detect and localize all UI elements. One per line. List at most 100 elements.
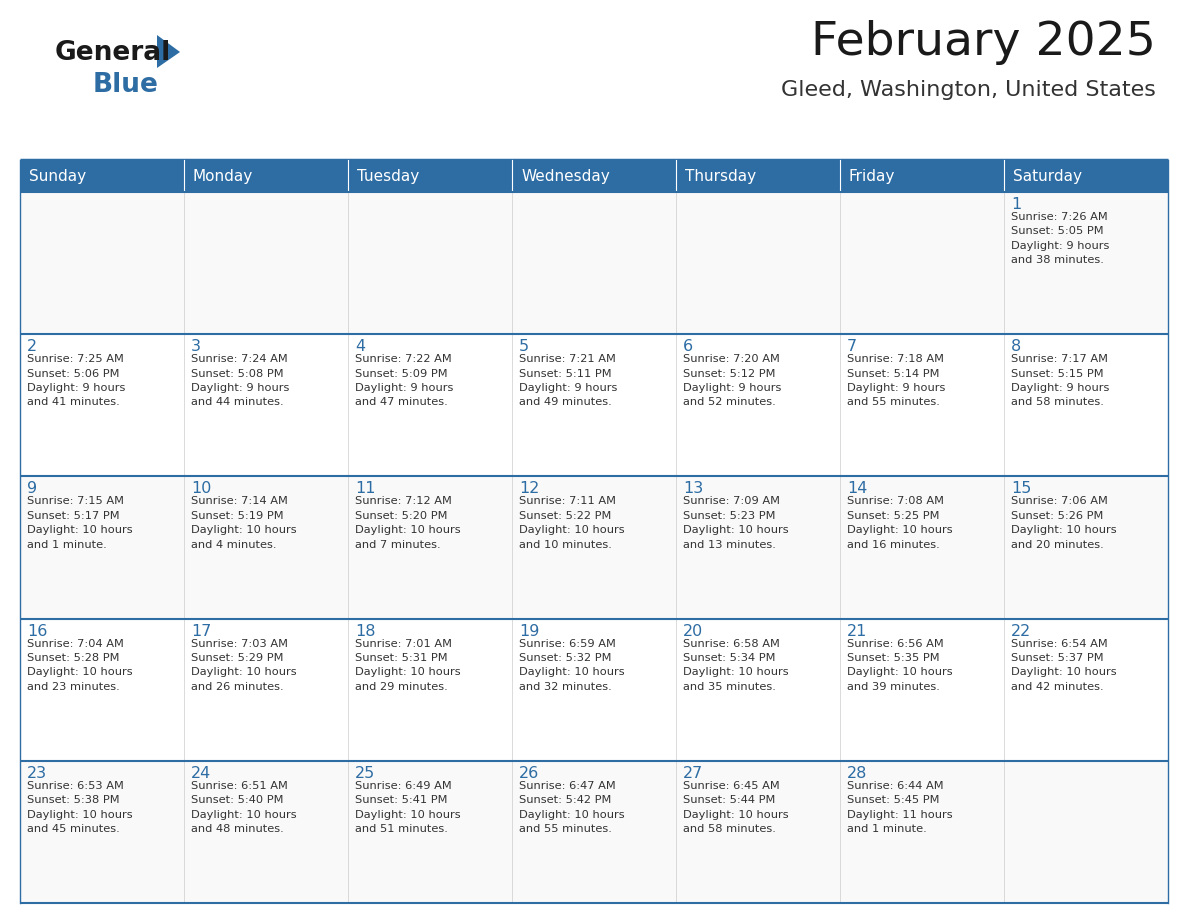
Text: 1: 1 — [1011, 197, 1022, 212]
Bar — [20, 476, 184, 619]
Bar — [840, 476, 1004, 619]
Text: 27: 27 — [683, 766, 703, 781]
Text: Sunday: Sunday — [29, 169, 86, 184]
Text: Sunrise: 6:47 AM
Sunset: 5:42 PM
Daylight: 10 hours
and 55 minutes.: Sunrise: 6:47 AM Sunset: 5:42 PM Dayligh… — [519, 781, 625, 834]
Bar — [676, 619, 840, 761]
Text: Sunrise: 7:22 AM
Sunset: 5:09 PM
Daylight: 9 hours
and 47 minutes.: Sunrise: 7:22 AM Sunset: 5:09 PM Dayligh… — [355, 354, 454, 408]
Text: Sunrise: 7:12 AM
Sunset: 5:20 PM
Daylight: 10 hours
and 7 minutes.: Sunrise: 7:12 AM Sunset: 5:20 PM Dayligh… — [355, 497, 461, 550]
Bar — [1004, 476, 1168, 619]
Text: 11: 11 — [355, 481, 375, 497]
Bar — [1004, 619, 1168, 761]
Bar — [348, 192, 512, 334]
Bar — [676, 476, 840, 619]
Text: Sunrise: 7:17 AM
Sunset: 5:15 PM
Daylight: 9 hours
and 58 minutes.: Sunrise: 7:17 AM Sunset: 5:15 PM Dayligh… — [1011, 354, 1110, 408]
Bar — [512, 761, 676, 903]
Text: 4: 4 — [355, 339, 365, 354]
Bar — [348, 476, 512, 619]
Text: 17: 17 — [191, 623, 211, 639]
Bar — [1004, 160, 1168, 192]
Bar — [512, 334, 676, 476]
Bar — [840, 619, 1004, 761]
Text: Sunrise: 6:58 AM
Sunset: 5:34 PM
Daylight: 10 hours
and 35 minutes.: Sunrise: 6:58 AM Sunset: 5:34 PM Dayligh… — [683, 639, 789, 692]
Text: 8: 8 — [1011, 339, 1022, 354]
Text: 5: 5 — [519, 339, 529, 354]
Text: General: General — [55, 40, 171, 66]
Text: Monday: Monday — [192, 169, 253, 184]
Text: Tuesday: Tuesday — [358, 169, 419, 184]
Bar — [184, 192, 348, 334]
Bar — [20, 619, 184, 761]
Bar — [20, 761, 184, 903]
Bar — [348, 761, 512, 903]
Text: 12: 12 — [519, 481, 539, 497]
Text: Sunrise: 6:51 AM
Sunset: 5:40 PM
Daylight: 10 hours
and 48 minutes.: Sunrise: 6:51 AM Sunset: 5:40 PM Dayligh… — [191, 781, 297, 834]
Text: 28: 28 — [847, 766, 867, 781]
Bar — [840, 334, 1004, 476]
Text: 23: 23 — [27, 766, 48, 781]
Bar — [676, 334, 840, 476]
Text: 19: 19 — [519, 623, 539, 639]
Text: 21: 21 — [847, 623, 867, 639]
Text: Sunrise: 6:59 AM
Sunset: 5:32 PM
Daylight: 10 hours
and 32 minutes.: Sunrise: 6:59 AM Sunset: 5:32 PM Dayligh… — [519, 639, 625, 692]
Text: 24: 24 — [191, 766, 211, 781]
Bar — [184, 334, 348, 476]
Text: Sunrise: 6:49 AM
Sunset: 5:41 PM
Daylight: 10 hours
and 51 minutes.: Sunrise: 6:49 AM Sunset: 5:41 PM Dayligh… — [355, 781, 461, 834]
Bar — [348, 160, 512, 192]
Text: Sunrise: 6:44 AM
Sunset: 5:45 PM
Daylight: 11 hours
and 1 minute.: Sunrise: 6:44 AM Sunset: 5:45 PM Dayligh… — [847, 781, 953, 834]
Polygon shape — [157, 35, 181, 68]
Text: Sunrise: 7:20 AM
Sunset: 5:12 PM
Daylight: 9 hours
and 52 minutes.: Sunrise: 7:20 AM Sunset: 5:12 PM Dayligh… — [683, 354, 782, 408]
Text: 2: 2 — [27, 339, 37, 354]
Bar — [512, 619, 676, 761]
Text: 25: 25 — [355, 766, 375, 781]
Text: Sunrise: 7:26 AM
Sunset: 5:05 PM
Daylight: 9 hours
and 38 minutes.: Sunrise: 7:26 AM Sunset: 5:05 PM Dayligh… — [1011, 212, 1110, 265]
Bar — [348, 334, 512, 476]
Text: Sunrise: 6:53 AM
Sunset: 5:38 PM
Daylight: 10 hours
and 45 minutes.: Sunrise: 6:53 AM Sunset: 5:38 PM Dayligh… — [27, 781, 133, 834]
Text: Sunrise: 7:14 AM
Sunset: 5:19 PM
Daylight: 10 hours
and 4 minutes.: Sunrise: 7:14 AM Sunset: 5:19 PM Dayligh… — [191, 497, 297, 550]
Text: 26: 26 — [519, 766, 539, 781]
Text: Sunrise: 7:06 AM
Sunset: 5:26 PM
Daylight: 10 hours
and 20 minutes.: Sunrise: 7:06 AM Sunset: 5:26 PM Dayligh… — [1011, 497, 1117, 550]
Bar — [512, 476, 676, 619]
Text: 18: 18 — [355, 623, 375, 639]
Bar — [1004, 192, 1168, 334]
Bar — [184, 476, 348, 619]
Text: 7: 7 — [847, 339, 857, 354]
Text: Sunrise: 6:54 AM
Sunset: 5:37 PM
Daylight: 10 hours
and 42 minutes.: Sunrise: 6:54 AM Sunset: 5:37 PM Dayligh… — [1011, 639, 1117, 692]
Bar — [840, 160, 1004, 192]
Text: 13: 13 — [683, 481, 703, 497]
Text: 22: 22 — [1011, 623, 1031, 639]
Text: Sunrise: 7:08 AM
Sunset: 5:25 PM
Daylight: 10 hours
and 16 minutes.: Sunrise: 7:08 AM Sunset: 5:25 PM Dayligh… — [847, 497, 953, 550]
Text: 16: 16 — [27, 623, 48, 639]
Text: Friday: Friday — [849, 169, 896, 184]
Text: Sunrise: 7:04 AM
Sunset: 5:28 PM
Daylight: 10 hours
and 23 minutes.: Sunrise: 7:04 AM Sunset: 5:28 PM Dayligh… — [27, 639, 133, 692]
Text: 10: 10 — [191, 481, 211, 497]
Text: Sunrise: 7:18 AM
Sunset: 5:14 PM
Daylight: 9 hours
and 55 minutes.: Sunrise: 7:18 AM Sunset: 5:14 PM Dayligh… — [847, 354, 946, 408]
Bar — [840, 761, 1004, 903]
Text: 15: 15 — [1011, 481, 1031, 497]
Text: 9: 9 — [27, 481, 37, 497]
Bar — [676, 192, 840, 334]
Text: 14: 14 — [847, 481, 867, 497]
Text: Sunrise: 7:25 AM
Sunset: 5:06 PM
Daylight: 9 hours
and 41 minutes.: Sunrise: 7:25 AM Sunset: 5:06 PM Dayligh… — [27, 354, 126, 408]
Text: Gleed, Washington, United States: Gleed, Washington, United States — [782, 80, 1156, 100]
Text: Sunrise: 6:45 AM
Sunset: 5:44 PM
Daylight: 10 hours
and 58 minutes.: Sunrise: 6:45 AM Sunset: 5:44 PM Dayligh… — [683, 781, 789, 834]
Text: 3: 3 — [191, 339, 201, 354]
Text: Sunrise: 7:21 AM
Sunset: 5:11 PM
Daylight: 9 hours
and 49 minutes.: Sunrise: 7:21 AM Sunset: 5:11 PM Dayligh… — [519, 354, 618, 408]
Bar — [840, 192, 1004, 334]
Text: Sunrise: 7:01 AM
Sunset: 5:31 PM
Daylight: 10 hours
and 29 minutes.: Sunrise: 7:01 AM Sunset: 5:31 PM Dayligh… — [355, 639, 461, 692]
Text: Blue: Blue — [93, 72, 159, 98]
Bar — [20, 192, 184, 334]
Text: Wednesday: Wednesday — [522, 169, 609, 184]
Bar — [676, 761, 840, 903]
Bar — [184, 160, 348, 192]
Bar — [20, 334, 184, 476]
Text: 6: 6 — [683, 339, 693, 354]
Bar — [184, 619, 348, 761]
Text: Sunrise: 6:56 AM
Sunset: 5:35 PM
Daylight: 10 hours
and 39 minutes.: Sunrise: 6:56 AM Sunset: 5:35 PM Dayligh… — [847, 639, 953, 692]
Text: Sunrise: 7:11 AM
Sunset: 5:22 PM
Daylight: 10 hours
and 10 minutes.: Sunrise: 7:11 AM Sunset: 5:22 PM Dayligh… — [519, 497, 625, 550]
Bar — [1004, 334, 1168, 476]
Bar — [512, 192, 676, 334]
Bar — [1004, 761, 1168, 903]
Bar — [20, 160, 184, 192]
Bar — [676, 160, 840, 192]
Text: Thursday: Thursday — [685, 169, 756, 184]
